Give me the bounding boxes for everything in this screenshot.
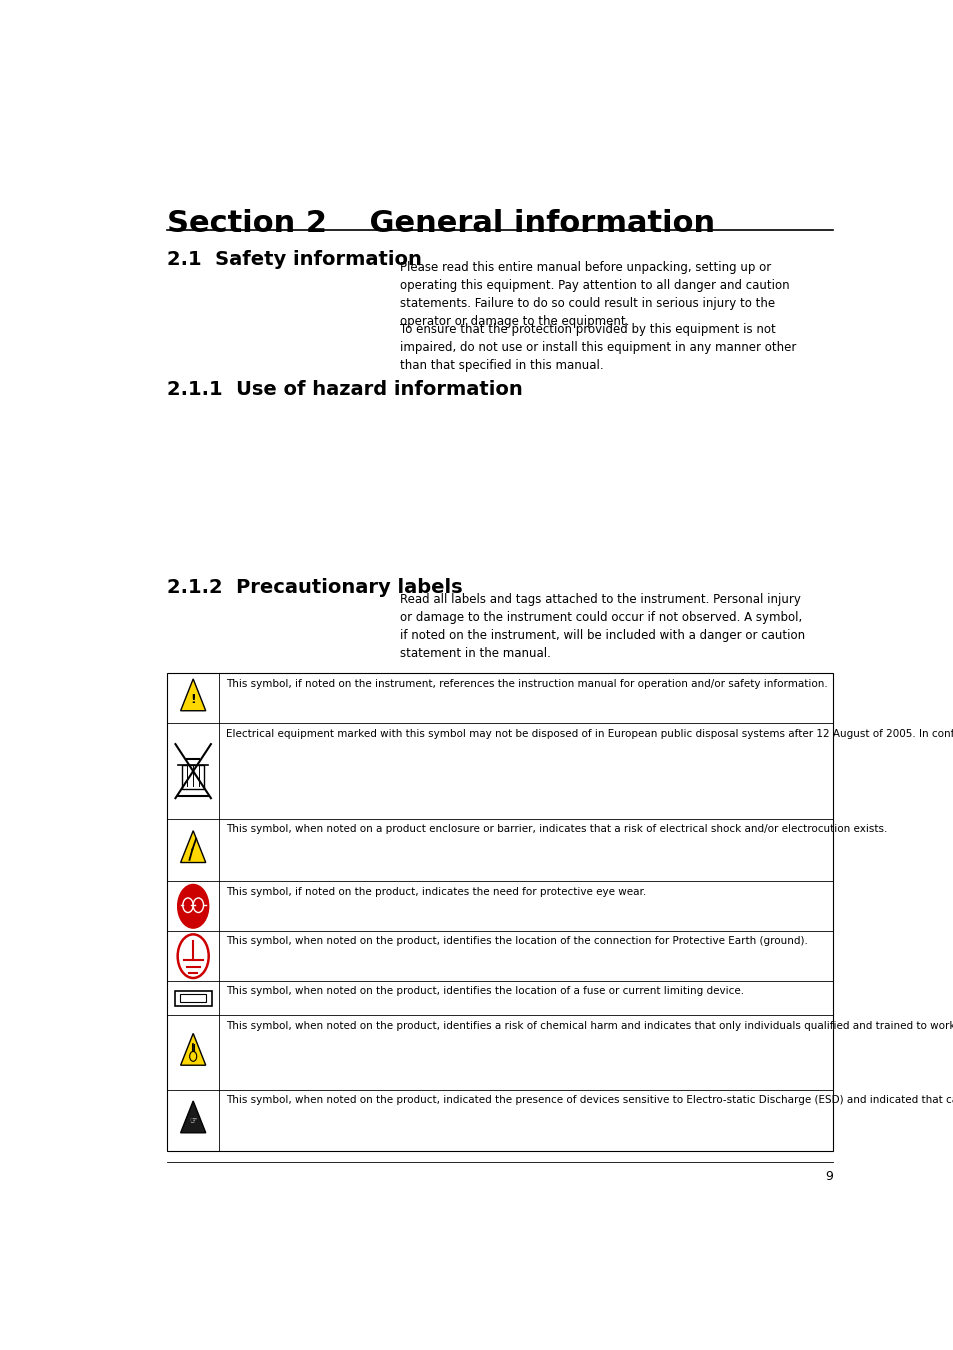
Text: Electrical equipment marked with this symbol may not be disposed of in European : Electrical equipment marked with this sy… <box>226 729 953 738</box>
Text: 2.1.2  Precautionary labels: 2.1.2 Precautionary labels <box>167 578 462 597</box>
Text: 2.1.1  Use of hazard information: 2.1.1 Use of hazard information <box>167 381 522 400</box>
Bar <box>182 765 204 790</box>
Text: Please read this entire manual before unpacking, setting up or
operating this eq: Please read this entire manual before un… <box>400 261 789 328</box>
Text: This symbol, if noted on the instrument, references the instruction manual for o: This symbol, if noted on the instrument,… <box>226 679 827 688</box>
Bar <box>167 674 832 1150</box>
Text: ☞: ☞ <box>190 1116 196 1126</box>
Text: This symbol, when noted on the product, indicated the presence of devices sensit: This symbol, when noted on the product, … <box>226 1095 953 1106</box>
Bar <box>174 991 212 1006</box>
Text: To ensure that the protection provided by this equipment is not
impaired, do not: To ensure that the protection provided b… <box>400 323 796 373</box>
Text: This symbol, when noted on the product, identifies a risk of chemical harm and i: This symbol, when noted on the product, … <box>226 1021 953 1030</box>
Polygon shape <box>180 1102 206 1133</box>
Text: 9: 9 <box>824 1170 832 1184</box>
Text: 2.1  Safety information: 2.1 Safety information <box>167 250 422 270</box>
Polygon shape <box>180 1033 206 1065</box>
Text: Read all labels and tags attached to the instrument. Personal injury
or damage t: Read all labels and tags attached to the… <box>400 594 804 660</box>
Text: This symbol, when noted on the product, identifies the location of the connectio: This symbol, when noted on the product, … <box>226 937 807 946</box>
Text: This symbol, if noted on the product, indicates the need for protective eye wear: This symbol, if noted on the product, in… <box>226 887 646 896</box>
Polygon shape <box>180 830 206 863</box>
Text: This symbol, when noted on the product, identifies the location of a fuse or cur: This symbol, when noted on the product, … <box>226 987 743 996</box>
Circle shape <box>190 1052 196 1061</box>
Polygon shape <box>180 679 206 710</box>
Text: !: ! <box>190 693 196 706</box>
Bar <box>180 994 206 1003</box>
Text: This symbol, when noted on a product enclosure or barrier, indicates that a risk: This symbol, when noted on a product enc… <box>226 824 887 834</box>
Circle shape <box>177 884 209 927</box>
Circle shape <box>193 898 203 913</box>
Circle shape <box>183 898 193 913</box>
Text: Section 2    General information: Section 2 General information <box>167 209 715 238</box>
Circle shape <box>177 934 209 977</box>
